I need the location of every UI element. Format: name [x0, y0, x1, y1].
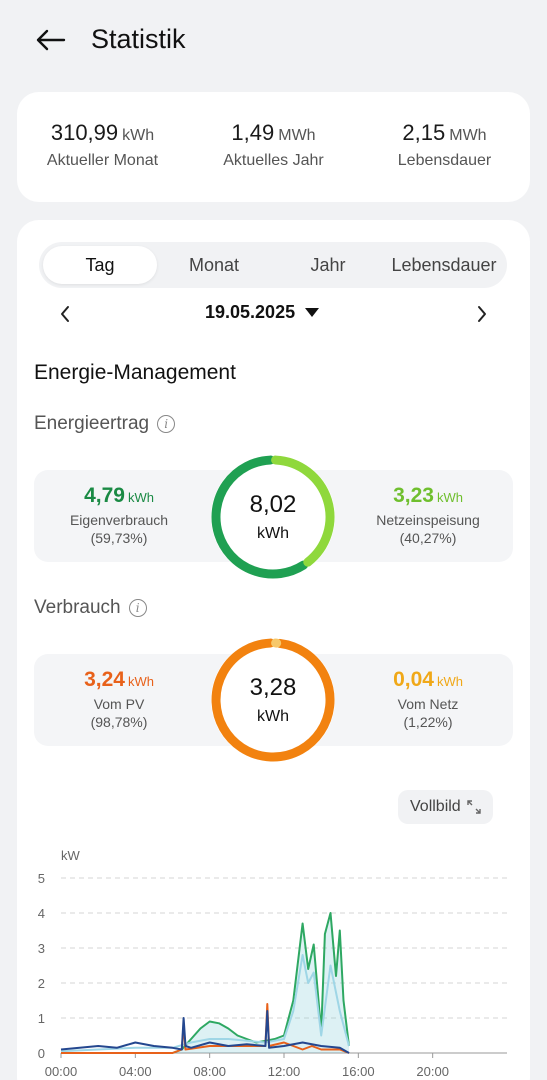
y-tick-label: 3 [38, 941, 45, 956]
info-icon[interactable]: i [157, 415, 176, 433]
series-line-3 [60, 1010, 350, 1054]
from-grid-percent: (1,22%) [403, 714, 453, 730]
yield-title-row: Energieertrag i [34, 413, 176, 435]
from-grid-unit: kWh [436, 674, 463, 689]
yield-arc-feed-in [271, 455, 335, 567]
back-button[interactable] [30, 22, 70, 58]
grid-feed-in-percent: (40,27%) [399, 530, 457, 546]
consumption-arc-pv [211, 638, 335, 762]
y-tick-label: 2 [38, 976, 45, 991]
y-tick-label: 0 [38, 1046, 45, 1061]
grid-feed-in-label: Netzeinspeisung [376, 512, 480, 528]
self-consumption-label: Eigenverbrauch [69, 512, 169, 528]
x-tick-label: 12:00 [268, 1064, 301, 1079]
summary-label: Lebensdauer [397, 152, 492, 169]
yield-donut: 8,02 kWh [208, 452, 338, 582]
caret-down-icon [305, 307, 320, 317]
arrow-left-icon [36, 29, 66, 51]
expand-icon [467, 800, 481, 814]
summary-value: 1,49 [231, 120, 275, 145]
summary-card: 310,99 kWh Aktueller Monat 1,49 MWh Aktuel… [17, 92, 530, 202]
page-title: Statistik [91, 24, 186, 54]
period-tabs: Tag Monat Jahr Lebensdauer [39, 242, 507, 288]
date-navigator: 19.05.2025 [17, 298, 530, 330]
self-consumption-value: 4,79 [84, 484, 125, 507]
consumption-total-unit: kWh [257, 708, 289, 725]
x-tick-label: 04:00 [119, 1064, 152, 1079]
yield-total: 8,02 kWh [208, 452, 338, 582]
y-axis-unit-label: kW [61, 848, 81, 863]
summary-current-month: 310,99 kWh Aktueller Monat [17, 120, 188, 170]
summary-value: 2,15 [402, 120, 446, 145]
summary-unit: MWh [278, 127, 316, 144]
x-tick-label: 20:00 [416, 1064, 449, 1079]
from-grid: 0,04 kWh Vom Netz (1,22%) [343, 668, 513, 730]
summary-unit: MWh [449, 127, 487, 144]
previous-date-button[interactable] [53, 300, 77, 328]
yield-total-unit: kWh [257, 525, 289, 542]
from-pv-label: Vom PV [93, 696, 145, 712]
consumption-title-row: Verbrauch i [34, 597, 147, 619]
date-picker[interactable]: 19.05.2025 [205, 302, 320, 323]
grid-feed-in: 3,23 kWh Netzeinspeisung (40,27%) [343, 484, 513, 546]
from-pv-unit: kWh [127, 674, 154, 689]
consumption-donut: 3,28 kWh [208, 635, 338, 765]
chevron-right-icon [478, 306, 486, 322]
x-tick-label: 16:00 [342, 1064, 375, 1079]
from-pv-value: 3,24 [84, 668, 125, 691]
x-tick-label: 00:00 [45, 1064, 78, 1079]
yield-total-value: 8,02 [249, 491, 297, 518]
self-consumption: 4,79 kWh Eigenverbrauch (59,73%) [34, 484, 204, 546]
tab-month[interactable]: Monat [188, 254, 240, 275]
header: Statistik [0, 0, 547, 82]
statistics-card: Tag Monat Jahr Lebensdauer 19.05.2025 En… [17, 220, 530, 1080]
consumption-total: 3,28 kWh [208, 635, 338, 765]
next-date-button[interactable] [470, 300, 494, 328]
tab-year[interactable]: Jahr [310, 254, 346, 275]
self-consumption-unit: kWh [127, 490, 154, 505]
y-tick-label: 4 [38, 906, 45, 921]
fullscreen-button[interactable]: Vollbild [398, 790, 493, 824]
info-icon[interactable]: i [128, 599, 147, 617]
grid-feed-in-value: 3,23 [393, 484, 434, 507]
section-title: Energie-Management [34, 361, 236, 384]
y-tick-label: 5 [38, 871, 45, 886]
summary-lifetime: 2,15 MWh Lebensdauer [359, 120, 530, 170]
summary-label: Aktuelles Jahr [223, 152, 324, 169]
from-grid-label: Vom Netz [397, 696, 459, 712]
from-pv: 3,24 kWh Vom PV (98,78%) [34, 668, 204, 730]
from-pv-percent: (98,78%) [90, 714, 148, 730]
fullscreen-label: Vollbild [410, 798, 461, 815]
self-consumption-percent: (59,73%) [90, 530, 148, 546]
selected-date: 19.05.2025 [205, 302, 296, 322]
from-grid-value: 0,04 [393, 668, 434, 691]
yield-arc-self-consumption [211, 455, 309, 579]
chevron-left-icon [61, 306, 69, 322]
tab-lifetime[interactable]: Lebensdauer [391, 254, 497, 275]
x-tick-label: 08:00 [193, 1064, 226, 1079]
consumption-total-value: 3,28 [249, 674, 297, 701]
consumption-title: Verbrauch [34, 597, 121, 618]
yield-title: Energieertrag [34, 413, 150, 434]
summary-unit: kWh [122, 127, 155, 144]
area-fill [61, 913, 349, 1053]
summary-label: Aktueller Monat [46, 152, 159, 169]
tab-day[interactable]: Tag [43, 246, 157, 284]
grid-feed-in-unit: kWh [436, 490, 463, 505]
power-chart: kW 0 1 2 3 4 5 00:00 04:00 08:00 12:00 16:00 20:00 [38, 848, 507, 1079]
summary-value: 310,99 [50, 120, 119, 145]
y-tick-label: 1 [38, 1011, 45, 1026]
summary-current-year: 1,49 MWh Aktuelles Jahr [188, 120, 359, 170]
